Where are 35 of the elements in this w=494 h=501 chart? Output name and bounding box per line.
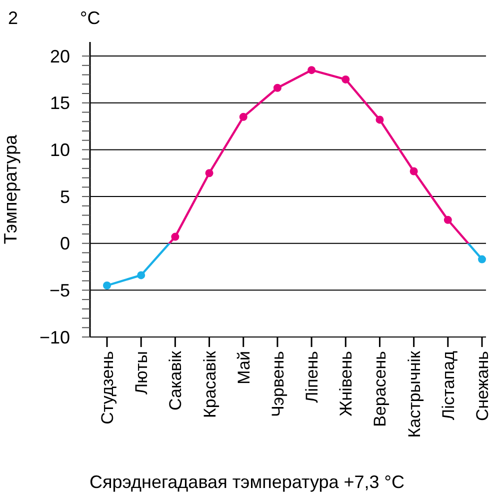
- y-axis-title: Тэмпература: [0, 134, 20, 244]
- point: [273, 84, 282, 92]
- x-tick-label: Лістапад: [438, 350, 458, 420]
- point: [308, 66, 316, 74]
- point: [478, 255, 486, 264]
- x-tick-label: Чэрвень: [268, 350, 288, 417]
- point: [342, 75, 350, 84]
- y-tick-label: 20: [50, 46, 70, 66]
- point: [239, 112, 248, 121]
- point: [137, 271, 146, 280]
- y-tick-label: 0: [60, 234, 70, 254]
- y-tick-label: 15: [50, 93, 70, 114]
- y-tick-label: 10: [50, 140, 70, 160]
- y-tick-label: 5: [60, 186, 70, 207]
- text: °C: [80, 8, 100, 29]
- point: [376, 116, 384, 124]
- x-tick-label: Май: [234, 351, 254, 384]
- point: [205, 169, 214, 178]
- y-tick-label: −10: [39, 327, 70, 348]
- point: [410, 167, 418, 176]
- x-tick-label: Сакавік: [166, 350, 186, 410]
- x-tick-label: Снежань: [473, 350, 492, 422]
- x-tick-label: Кастрычнік: [404, 350, 424, 438]
- point: [103, 281, 111, 290]
- x-tick-label: Ліпень: [302, 350, 322, 403]
- point: [171, 232, 180, 241]
- x-tick-label: Красавік: [200, 350, 220, 418]
- x-tick-label: Верасень: [370, 350, 390, 427]
- x-tick-label: Люты: [132, 351, 152, 395]
- point: [444, 216, 452, 224]
- x-tick-label: Студзень: [98, 350, 117, 424]
- text: 2: [8, 8, 18, 29]
- text: Сярэднегадавая тэмпература +7,3 °C: [88, 472, 406, 493]
- y-tick-label: −5: [49, 280, 70, 300]
- x-tick-label: Жнівень: [336, 350, 356, 416]
